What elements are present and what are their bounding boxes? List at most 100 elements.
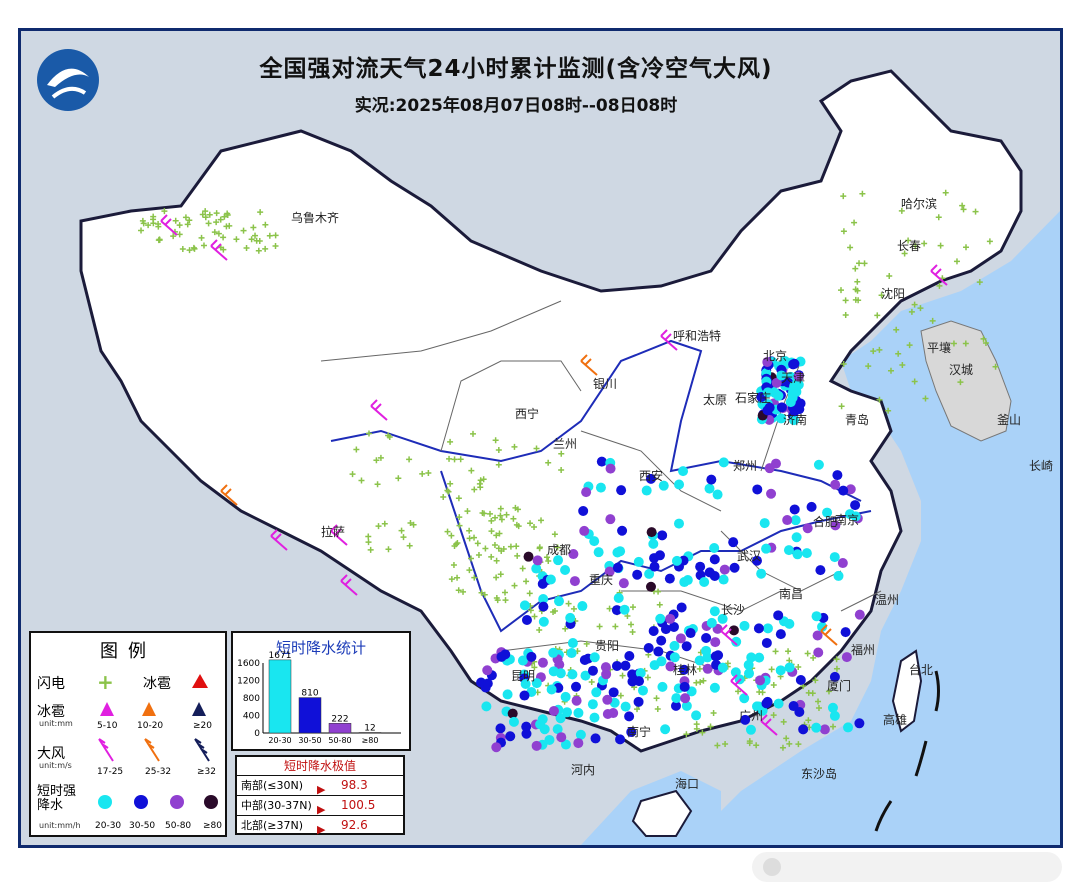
rain-dot — [785, 397, 796, 408]
rain-class-icons — [98, 795, 218, 809]
lightning-mark — [170, 233, 177, 240]
lightning-mark — [746, 740, 753, 747]
rain-dot — [602, 694, 613, 705]
lightning-mark — [220, 234, 227, 241]
lightning-mark — [899, 361, 906, 368]
city-label-xian: 西安 — [639, 469, 664, 483]
lightning-mark — [488, 517, 495, 524]
lightning-mark — [950, 340, 957, 347]
lightning-mark — [628, 621, 635, 628]
rain-dot — [580, 670, 591, 681]
rain-dot — [660, 724, 671, 735]
lightning-mark — [179, 245, 186, 252]
city-label-jinan: 济南 — [783, 413, 808, 427]
wind-barb — [160, 214, 178, 236]
rain-dot — [526, 651, 537, 662]
stats-bar — [358, 732, 382, 734]
rain-dot — [762, 356, 773, 367]
legend-wind-label: 大风 — [37, 746, 65, 762]
wind-barb — [580, 354, 598, 376]
lightning-mark — [570, 605, 577, 612]
lightning-mark — [536, 627, 543, 634]
lightning-mark — [353, 446, 360, 453]
rain-dot — [806, 501, 817, 512]
stats-bar-chart: 1600 1200 800 400 0 1671 20-30 810 30-50 222 50-80… — [237, 651, 401, 745]
rain-dot — [709, 571, 720, 582]
rain-dot — [519, 690, 530, 701]
lightning-mark — [460, 588, 467, 595]
rain-dot — [762, 387, 773, 398]
lightning-mark — [852, 296, 859, 303]
lightning-mark — [272, 242, 279, 249]
lightning-mark — [911, 301, 918, 308]
lightning-mark — [496, 530, 503, 537]
rain-dot — [827, 702, 838, 713]
lightning-mark — [634, 706, 641, 713]
city-label-fuzhou: 福州 — [851, 643, 876, 657]
rain-dot — [770, 458, 781, 469]
lightning-mark — [612, 623, 619, 630]
rain-dot — [719, 564, 730, 575]
rain-dot — [577, 601, 588, 612]
rain-dot — [568, 549, 579, 560]
rain-dot — [739, 693, 750, 704]
page-title: 全国强对流天气24小时累计监测(含冷空气大风) — [259, 56, 773, 82]
rain-dot — [605, 463, 616, 474]
legend-rain-label: 短时强降水 — [37, 784, 77, 813]
lightning-mark — [513, 543, 520, 550]
lightning-mark — [629, 604, 636, 611]
lightning-mark — [565, 600, 572, 607]
lightning-mark — [779, 744, 786, 751]
rain-dot — [560, 691, 571, 702]
stats-title: 短时降水统计 — [275, 639, 366, 657]
lightning-icon: + — [97, 670, 114, 694]
lightning-mark — [854, 278, 861, 285]
rain-dot — [802, 523, 813, 534]
lightning-mark — [795, 741, 802, 748]
lightning-mark — [468, 555, 475, 562]
lightning-mark — [804, 650, 811, 657]
city-label-nanjing: 南京 — [835, 513, 860, 527]
rain-dot — [753, 623, 764, 634]
rain-dot — [482, 678, 493, 689]
rain-dot — [567, 669, 578, 680]
rain-dot — [832, 470, 843, 481]
legend-hail-general-label: 冰雹 — [143, 676, 171, 692]
rain-dot — [641, 485, 652, 496]
lightning-mark — [471, 486, 478, 493]
wind-barb — [760, 714, 778, 736]
hail-class-icons — [100, 702, 206, 716]
rain-dot — [635, 667, 646, 678]
rain-dot — [517, 655, 528, 666]
rain-dot — [538, 594, 549, 605]
rain-dot — [565, 612, 576, 623]
legend-panel: 图例 闪电 + 冰雹 冰雹 unit:mm 5-10 10-20 ≥20 大风 … — [29, 631, 227, 837]
lightning-mark — [250, 224, 257, 231]
legend-title: 图例 — [100, 641, 156, 662]
rain-dot — [578, 506, 589, 517]
city-label-wuhan: 武汉 — [737, 549, 762, 563]
lightning-mark — [213, 210, 220, 217]
lightning-mark — [810, 654, 817, 661]
stats-bar — [328, 723, 352, 734]
lightning-mark — [471, 574, 478, 581]
wind-barb — [330, 524, 348, 546]
lightning-mark — [655, 588, 662, 595]
lightning-mark — [497, 512, 504, 519]
rain-dot — [841, 652, 852, 663]
lightning-mark — [184, 221, 191, 228]
rain-dot — [819, 724, 830, 735]
lightning-mark — [912, 243, 919, 250]
lightning-mark — [606, 605, 613, 612]
lightning-mark — [377, 454, 384, 461]
rain-dot — [505, 731, 516, 742]
city-label-pyongyang: 平壤 — [927, 341, 952, 355]
rain-dot — [795, 675, 806, 686]
lightning-mark — [982, 339, 989, 346]
rain-dot — [791, 386, 802, 397]
city-label-kunming: 昆明 — [511, 669, 536, 683]
lightning-mark — [770, 682, 777, 689]
rain-dot — [620, 701, 631, 712]
lightning-mark — [980, 335, 987, 342]
rain-dot — [674, 479, 685, 490]
